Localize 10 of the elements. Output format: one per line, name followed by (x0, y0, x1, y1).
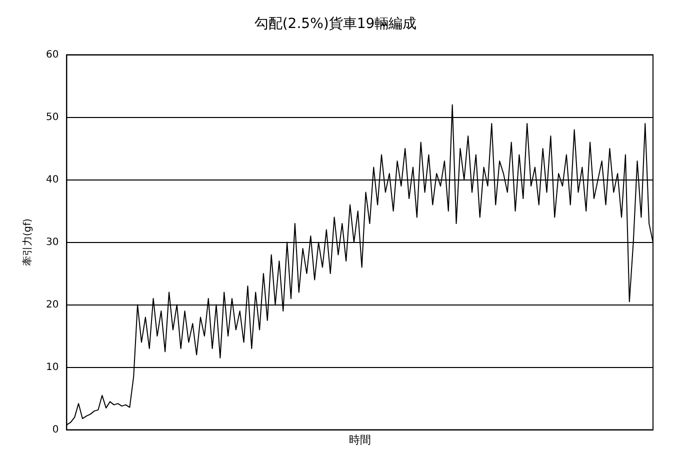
x-axis-title: 時間 (348, 433, 371, 446)
y-tick-label: 60 (46, 49, 59, 60)
y-tick-label: 50 (46, 112, 59, 123)
y-tick-label: 30 (46, 236, 59, 248)
y-tick-label: 0 (52, 424, 59, 436)
y-tick-label: 10 (46, 362, 59, 373)
chart-title: 勾配(2.5%)貨車19輛編成 (254, 16, 417, 32)
y-tick-label: 40 (46, 174, 59, 186)
y-tick-label: 20 (46, 299, 59, 310)
y-axis-title: 牽引力(gf) (22, 218, 34, 266)
